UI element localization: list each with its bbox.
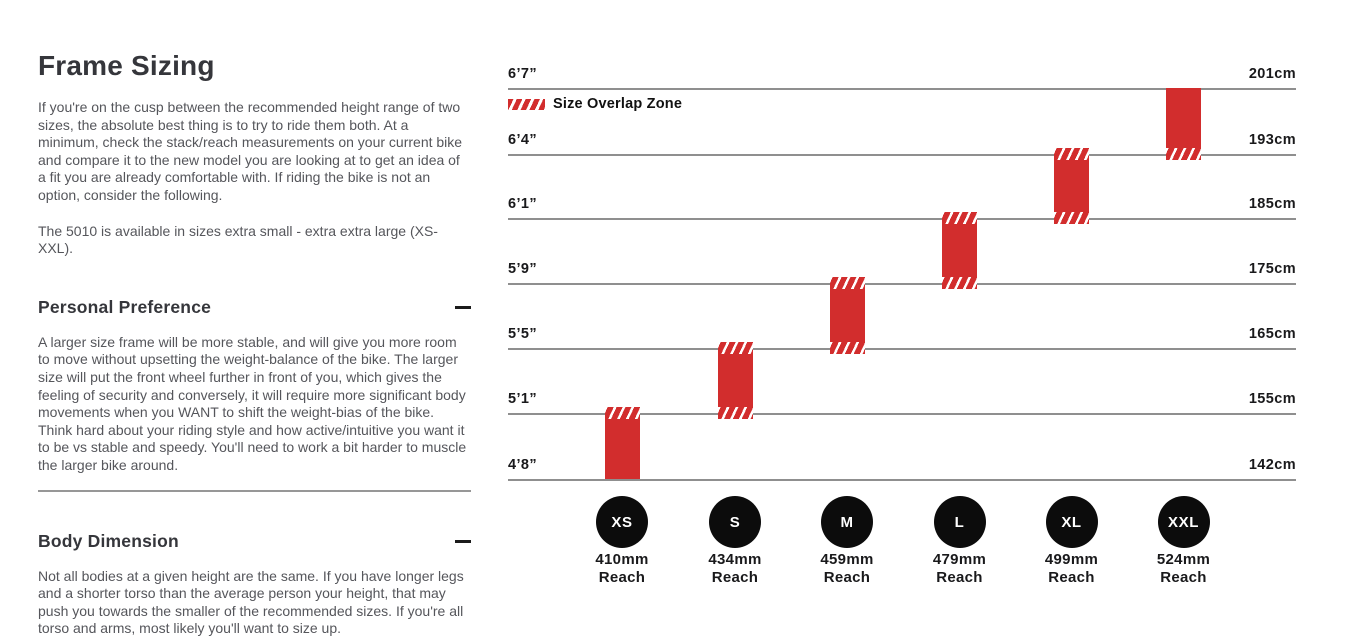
size-overlap-zone-swatch-icon: [508, 98, 545, 110]
reach-value: 434mm: [708, 551, 762, 568]
height-gridline: [508, 218, 1296, 220]
reach-word: Reach: [598, 568, 646, 586]
size-range-bar-xxl: [1166, 88, 1201, 160]
height-label-cm: 193cm: [1248, 132, 1296, 148]
section-body-dimension: Body Dimension Not all bodies at a given…: [38, 531, 471, 644]
height-gridline: [508, 348, 1296, 350]
section-body: Not all bodies at a given height are the…: [38, 567, 464, 637]
overlap-zone-hatch: [1166, 148, 1201, 160]
collapse-minus-icon[interactable]: [455, 539, 471, 543]
size-circle-m: M: [821, 496, 873, 548]
height-label-ft: 6’7”: [508, 66, 538, 82]
overlap-zone-hatch: [829, 277, 865, 289]
height-label-ft: 6’4”: [508, 132, 538, 148]
size-circle-l: L: [933, 496, 986, 548]
height-gridline: [508, 479, 1296, 481]
intro-paragraph-2: The 5010 is available in sizes extra sma…: [38, 222, 438, 257]
section-header-personal-preference[interactable]: Personal Preference: [38, 297, 471, 318]
size-circle-xxl: XXL: [1157, 496, 1210, 548]
chart-legend: Size Overlap Zone: [508, 96, 682, 112]
size-range-bar-m: [829, 277, 865, 354]
height-label-cm: 142cm: [1248, 457, 1296, 473]
section-body: A larger size frame will be more stable,…: [38, 333, 467, 473]
section-heading: Personal Preference: [38, 296, 212, 317]
height-label-ft: 4’8”: [508, 457, 538, 473]
height-label-cm: 175cm: [1248, 261, 1296, 277]
overlap-zone-hatch: [717, 342, 753, 354]
height-gridline: [508, 413, 1296, 415]
size-chart: Size Overlap Zone 6’7” 201cm 6’4” 193cm 6’1”…: [508, 0, 1296, 644]
size-range-bar-l: [942, 212, 977, 289]
height-gridline: [508, 154, 1296, 156]
size-circle-xl: XL: [1045, 496, 1098, 548]
size-circle-xs: XS: [596, 496, 648, 548]
sizing-guide-text-column: Frame Sizing If you're on the cusp betwe…: [38, 50, 471, 644]
height-label-ft: 5’9”: [508, 261, 538, 277]
overlap-zone-hatch: [942, 212, 977, 224]
overlap-zone-hatch: [942, 277, 977, 289]
reach-label-l: 479mm Reach: [904, 551, 1016, 586]
height-label-ft: 5’1”: [508, 391, 538, 407]
overlap-zone-hatch: [1054, 212, 1089, 224]
height-label-cm: 185cm: [1248, 196, 1296, 212]
height-label-cm: 155cm: [1248, 391, 1296, 407]
height-label-cm: 201cm: [1248, 66, 1296, 82]
height-label-cm: 165cm: [1248, 326, 1296, 342]
overlap-zone-hatch: [604, 407, 640, 419]
overlap-zone-hatch: [1054, 148, 1089, 160]
reach-word: Reach: [1048, 568, 1095, 586]
height-label-ft: 6’1”: [508, 196, 538, 212]
height-label-ft: 5’5”: [508, 326, 538, 342]
reach-value: 479mm: [932, 551, 987, 568]
reach-label-s: 434mm Reach: [679, 551, 791, 586]
reach-label-m: 459mm Reach: [791, 551, 903, 586]
section-personal-preference: Personal Preference A larger size frame …: [38, 297, 471, 492]
overlap-zone-hatch: [717, 407, 753, 419]
section-heading: Body Dimension: [38, 530, 179, 551]
size-range-bar-xs: [604, 407, 640, 479]
size-range-bar-s: [717, 342, 753, 419]
size-range-bar-xl: [1054, 148, 1089, 224]
reach-word: Reach: [823, 568, 871, 586]
intro-paragraph-1: If you're on the cusp between the recomm…: [38, 99, 463, 203]
reach-label-xs: 410mm Reach: [566, 551, 678, 586]
height-gridline: [508, 283, 1296, 285]
section-header-body-dimension[interactable]: Body Dimension: [38, 531, 471, 552]
page-title: Frame Sizing: [38, 50, 215, 81]
reach-word: Reach: [711, 568, 759, 586]
reach-word: Reach: [1160, 568, 1207, 586]
reach-value: 524mm: [1156, 551, 1211, 568]
size-circle-s: S: [709, 496, 761, 548]
reach-value: 499mm: [1044, 551, 1099, 568]
reach-label-xl: 499mm Reach: [1016, 551, 1128, 586]
reach-value: 410mm: [595, 551, 649, 568]
overlap-zone-hatch: [829, 342, 865, 354]
reach-word: Reach: [936, 568, 983, 586]
height-gridline: [508, 88, 1296, 90]
reach-label-xxl: 524mm Reach: [1128, 551, 1240, 586]
section-divider: [38, 489, 471, 492]
collapse-minus-icon[interactable]: [455, 305, 471, 309]
reach-value: 459mm: [820, 551, 874, 568]
legend-label: Size Overlap Zone: [553, 96, 683, 112]
